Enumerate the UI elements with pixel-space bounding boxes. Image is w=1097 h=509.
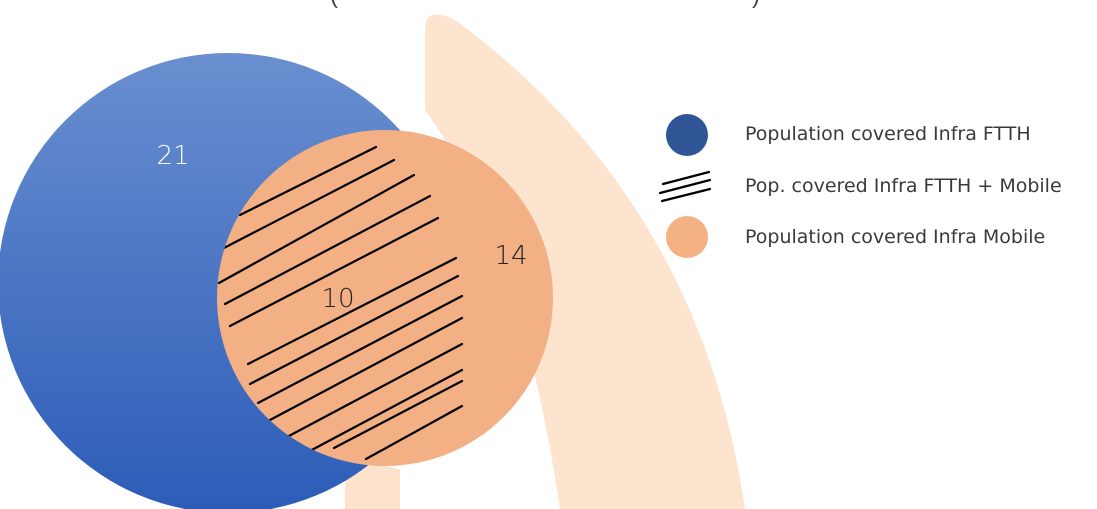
overlap-value: 10 (321, 284, 354, 314)
hatch-line (364, 404, 464, 461)
legend: Population covered Infra FTTH Pop. cover… (658, 114, 1062, 258)
mobile-only-value: 14 (494, 241, 527, 271)
legend-mobile-marker (666, 216, 708, 258)
mobile-circle (217, 130, 553, 466)
hatch-line (217, 173, 416, 285)
background-decor-stripe (345, 465, 400, 509)
legend-overlap-marker (658, 170, 712, 203)
title-fragment: ( ) (330, 0, 760, 10)
hatch-line (248, 274, 460, 386)
hatch-line (246, 256, 458, 366)
hatch-line (306, 368, 464, 454)
hatch-line (228, 216, 440, 328)
legend-overlap-label: Pop. covered Infra FTTH + Mobile (745, 175, 1062, 197)
title-open-paren: ( (330, 0, 338, 10)
legend-ftth-marker (666, 114, 708, 156)
background-decor-shape (425, 14, 745, 509)
hatch-line (220, 158, 396, 251)
title-close-paren: ) (752, 0, 760, 10)
hatch-line (223, 194, 432, 306)
ftth-only-value: 21 (156, 141, 189, 171)
overlap-hatching (217, 145, 464, 461)
hatch-line (238, 145, 378, 217)
hatch-line (268, 316, 464, 422)
hatch-line (256, 294, 464, 405)
hatch-line (285, 342, 464, 439)
legend-ftth-label: Population covered Infra FTTH (745, 123, 1031, 145)
hatch-line (332, 379, 464, 450)
legend-mobile-label: Population covered Infra Mobile (745, 226, 1045, 248)
